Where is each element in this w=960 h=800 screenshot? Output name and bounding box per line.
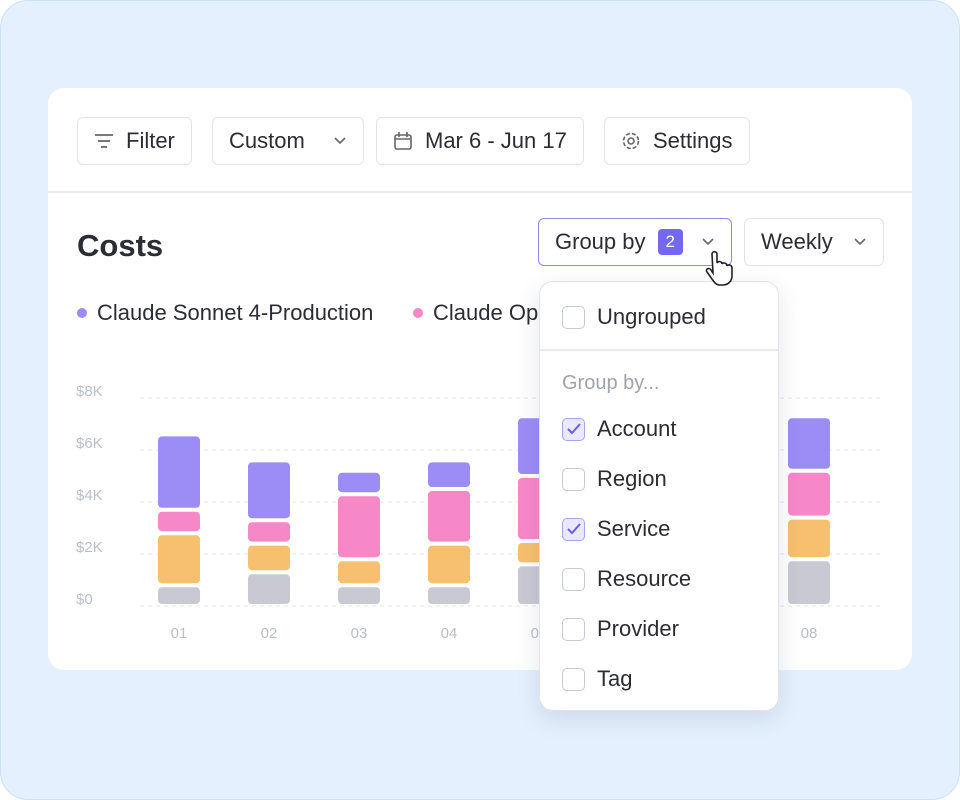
legend-item: Claude Sonnet 4-Production <box>77 300 373 326</box>
group-by-button[interactable]: Group by 2 <box>538 218 732 266</box>
legend-dot <box>77 308 87 318</box>
checkbox[interactable] <box>562 567 585 591</box>
legend-label: Claude Sonnet 4-Production <box>97 300 374 325</box>
bar-segment <box>158 511 200 532</box>
group-count-badge: 2 <box>657 229 683 255</box>
dropdown-option[interactable]: Account <box>562 416 677 442</box>
bar-segment <box>158 587 200 604</box>
option-label: Ungrouped <box>597 304 706 329</box>
bar-segment <box>788 472 830 516</box>
bar-segment <box>248 522 290 542</box>
bar-segment <box>338 472 380 493</box>
checkbox[interactable] <box>562 667 585 691</box>
bar-segment <box>788 418 830 469</box>
y-tick-label: $0 <box>76 591 93 608</box>
range-mode-select[interactable]: Custom <box>212 117 364 165</box>
x-tick-label: 03 <box>351 625 368 642</box>
bar-segment <box>158 436 200 508</box>
chart: $0$2K$4K$6K$8K010203040508 <box>76 383 880 642</box>
option-label: Provider <box>597 616 679 641</box>
date-range-button[interactable]: Mar 6 - Jun 17 <box>376 117 584 165</box>
y-tick-label: $8K <box>76 383 103 400</box>
checkbox[interactable] <box>562 305 585 329</box>
x-tick-label: 01 <box>171 625 188 642</box>
option-label: Service <box>597 516 671 541</box>
settings-label: Settings <box>653 128 733 153</box>
bar-segment <box>248 574 290 604</box>
bar-segment <box>338 496 380 558</box>
y-tick-label: $6K <box>76 435 103 452</box>
interval-select[interactable]: Weekly <box>744 218 884 266</box>
section-title: Costs <box>77 228 164 263</box>
dropdown-option[interactable]: Ungrouped <box>562 304 706 330</box>
checkmark <box>566 423 581 435</box>
dropdown-option[interactable]: Service <box>562 516 670 542</box>
checkbox[interactable] <box>562 617 585 641</box>
legend-dot <box>413 308 423 318</box>
y-tick-label: $2K <box>76 539 103 556</box>
x-tick-label: 02 <box>261 625 278 642</box>
y-tick-label: $4K <box>76 487 103 504</box>
bar-segment <box>338 561 380 584</box>
chevron <box>334 137 346 145</box>
bar-segment <box>788 519 830 558</box>
checkmark <box>566 523 581 535</box>
divider <box>48 191 912 193</box>
checkbox[interactable] <box>562 417 585 441</box>
bar-segment <box>158 535 200 584</box>
bar-segment <box>248 545 290 571</box>
calendar-icon <box>394 132 412 150</box>
dropdown-divider <box>540 349 778 351</box>
filter-label: Filter <box>126 128 175 153</box>
range-mode-label: Custom <box>229 128 305 153</box>
dropdown-option[interactable]: Provider <box>562 616 679 642</box>
dropdown-option[interactable]: Resource <box>562 566 691 592</box>
bar-segment <box>338 587 380 604</box>
bar-segment <box>428 491 470 542</box>
chevron <box>854 238 866 246</box>
x-tick-label: 04 <box>441 625 458 642</box>
interval-label: Weekly <box>761 229 833 254</box>
checkbox[interactable] <box>562 517 585 541</box>
date-range-label: Mar 6 - Jun 17 <box>425 128 567 153</box>
section-label: Group by... <box>562 372 660 394</box>
cursor <box>705 250 733 286</box>
filter-icon <box>95 134 113 148</box>
cost-card: Filter Custom Mar 6 - Jun 17 Settings Co… <box>48 88 912 670</box>
option-label: Region <box>597 466 667 491</box>
bar-segment <box>788 561 830 604</box>
checkbox[interactable] <box>562 467 585 491</box>
chevron <box>702 238 714 246</box>
gear-icon <box>622 132 640 150</box>
group-by-label: Group by <box>555 229 646 254</box>
option-label: Resource <box>597 566 692 591</box>
dropdown-option[interactable]: Region <box>562 466 667 492</box>
bar-segment <box>428 587 470 604</box>
option-label: Account <box>597 416 677 441</box>
group-by-dropdown: Group by... Ungrouped Account Region Servic… <box>539 281 779 711</box>
filter-button[interactable]: Filter <box>77 117 192 165</box>
x-tick-label: 08 <box>801 625 818 642</box>
option-label: Tag <box>597 666 633 691</box>
dropdown-option[interactable]: Tag <box>562 666 632 692</box>
settings-button[interactable]: Settings <box>604 117 750 165</box>
bar-segment <box>428 545 470 584</box>
bar-segment <box>248 462 290 519</box>
bar-segment <box>428 462 470 487</box>
